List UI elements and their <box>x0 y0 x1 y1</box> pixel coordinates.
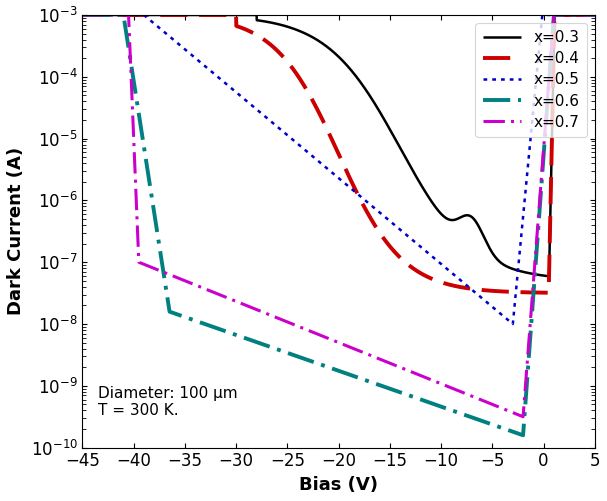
x=0.7 <box>172 274 179 280</box>
Line: x=0.6: x=0.6 <box>83 15 595 435</box>
x=0.5 <box>412 239 419 245</box>
x=0.5 <box>386 218 393 224</box>
x=0.6 <box>172 311 179 317</box>
x=0.7 <box>500 406 507 412</box>
x=0.7 <box>386 360 393 366</box>
Legend: x=0.3, x=0.4, x=0.5, x=0.6, x=0.7: x=0.3, x=0.4, x=0.5, x=0.6, x=0.7 <box>475 23 587 137</box>
x=0.6 <box>386 386 393 392</box>
x=0.3 <box>412 173 419 179</box>
x=0.4 <box>79 12 86 18</box>
x=0.6 <box>591 12 599 18</box>
x=0.3 <box>461 212 469 218</box>
x=0.5 <box>274 124 282 130</box>
x=0.7 <box>591 12 599 18</box>
x=0.4 <box>412 267 419 273</box>
x=0.6 <box>461 412 469 418</box>
x=0.3 <box>545 273 552 279</box>
x=0.3 <box>172 12 179 18</box>
x=0.6 <box>500 425 507 431</box>
x=0.4 <box>545 290 552 296</box>
x=0.5 <box>509 321 517 327</box>
Line: x=0.4: x=0.4 <box>83 15 595 293</box>
x=0.6 <box>274 347 282 353</box>
Line: x=0.5: x=0.5 <box>83 15 595 324</box>
x=0.7 <box>79 12 86 18</box>
X-axis label: Bias (V): Bias (V) <box>299 476 378 494</box>
x=0.5 <box>172 39 179 45</box>
x=0.4 <box>274 49 282 55</box>
x=0.4 <box>461 285 469 291</box>
x=0.7 <box>461 390 469 396</box>
x=0.6 <box>79 12 86 18</box>
Line: x=0.3: x=0.3 <box>83 15 595 276</box>
x=0.7 <box>520 414 527 420</box>
Text: Diameter: 100 μm
T = 300 K.: Diameter: 100 μm T = 300 K. <box>98 386 237 418</box>
x=0.5 <box>591 12 599 18</box>
x=0.3 <box>386 126 393 132</box>
x=0.7 <box>274 315 282 321</box>
x=0.4 <box>172 12 179 18</box>
x=0.7 <box>412 371 419 377</box>
x=0.4 <box>500 289 507 295</box>
x=0.5 <box>79 12 86 18</box>
x=0.3 <box>500 262 507 268</box>
Y-axis label: Dark Current (A): Dark Current (A) <box>7 147 25 315</box>
x=0.4 <box>386 243 393 249</box>
x=0.3 <box>79 12 86 18</box>
Line: x=0.7: x=0.7 <box>83 15 595 417</box>
x=0.6 <box>412 395 419 401</box>
x=0.3 <box>591 12 599 18</box>
x=0.3 <box>274 21 282 27</box>
x=0.6 <box>520 432 527 438</box>
x=0.4 <box>591 12 599 18</box>
x=0.5 <box>500 313 507 319</box>
x=0.5 <box>461 281 469 287</box>
